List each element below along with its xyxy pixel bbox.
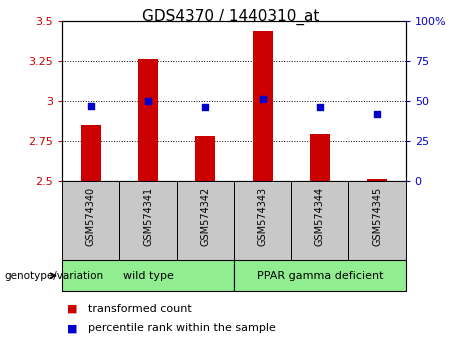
Text: percentile rank within the sample: percentile rank within the sample <box>88 323 276 333</box>
Bar <box>234 260 406 291</box>
Text: transformed count: transformed count <box>88 304 191 314</box>
Text: GDS4370 / 1440310_at: GDS4370 / 1440310_at <box>142 9 319 25</box>
Text: genotype/variation: genotype/variation <box>5 270 104 281</box>
Text: ■: ■ <box>67 304 77 314</box>
Bar <box>62 181 119 260</box>
Text: wild type: wild type <box>123 270 173 281</box>
Bar <box>195 136 215 181</box>
Bar <box>234 181 291 260</box>
Bar <box>291 181 349 260</box>
Bar <box>177 181 234 260</box>
Bar <box>367 179 387 181</box>
Bar <box>310 134 330 181</box>
Text: GSM574345: GSM574345 <box>372 187 382 246</box>
Text: GSM574342: GSM574342 <box>201 187 210 246</box>
Point <box>259 96 266 102</box>
Point <box>316 104 324 110</box>
Point <box>144 98 152 104</box>
Text: GSM574340: GSM574340 <box>86 187 96 246</box>
Text: GSM574341: GSM574341 <box>143 187 153 246</box>
Text: ■: ■ <box>67 323 77 333</box>
Point <box>87 103 95 108</box>
Bar <box>62 260 234 291</box>
Bar <box>349 181 406 260</box>
Bar <box>81 125 101 181</box>
Bar <box>253 31 272 181</box>
Bar <box>138 59 158 181</box>
Text: GSM574343: GSM574343 <box>258 187 267 246</box>
Text: PPAR gamma deficient: PPAR gamma deficient <box>257 270 383 281</box>
Text: GSM574344: GSM574344 <box>315 187 325 246</box>
Point <box>201 104 209 110</box>
Point <box>373 111 381 116</box>
Bar <box>119 181 177 260</box>
